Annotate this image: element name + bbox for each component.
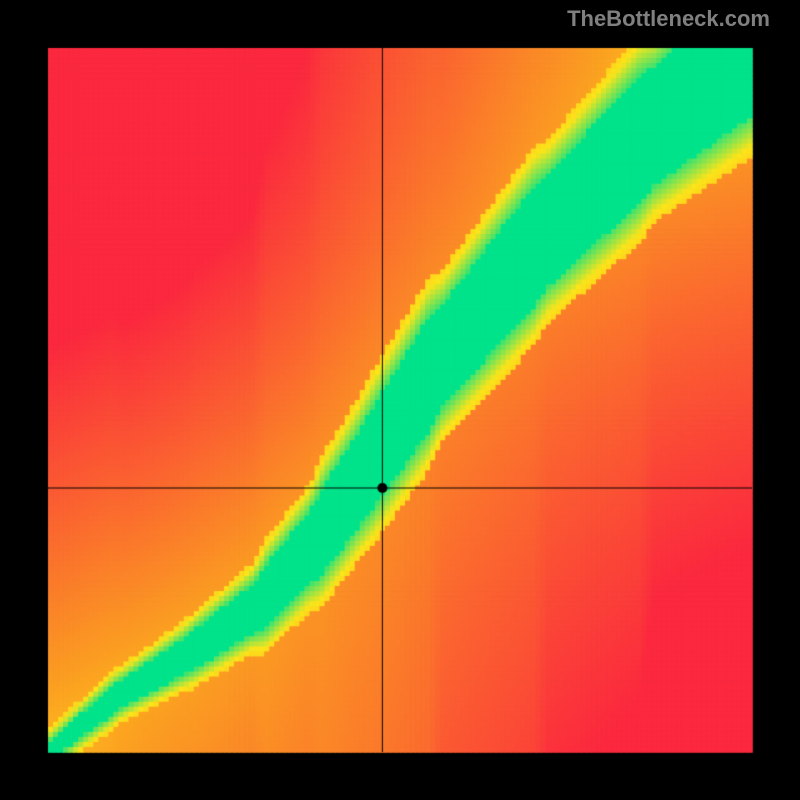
bottleneck-heatmap: [0, 0, 800, 800]
watermark-text: TheBottleneck.com: [567, 6, 770, 32]
